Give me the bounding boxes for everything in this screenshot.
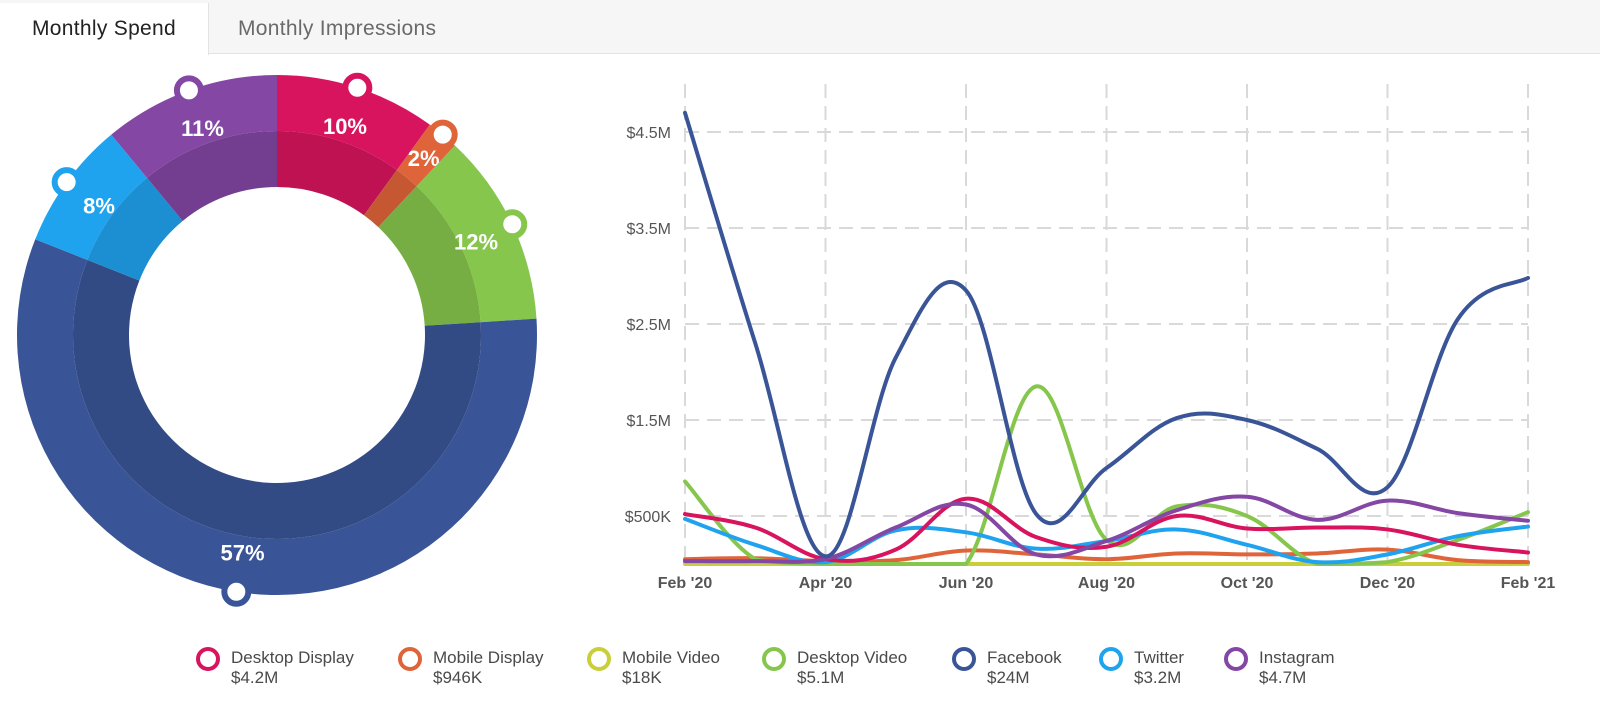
legend-value: $24M [987, 668, 1030, 687]
x-tick-label: Jun '20 [939, 575, 994, 592]
legend-ring-icon [952, 647, 976, 671]
legend-label: Twitter [1134, 648, 1185, 667]
legend-value: $18K [622, 668, 662, 687]
donut-marker-mobile-display[interactable] [427, 119, 458, 150]
legend-label: Instagram [1259, 648, 1335, 667]
tab-bar: Monthly Spend Monthly Impressions [0, 0, 1600, 55]
legend-ring-icon [762, 647, 786, 671]
line-series-facebook[interactable] [683, 110, 1530, 559]
legend-ring-icon [398, 647, 422, 671]
donut-label-mobile-display: 2% [408, 146, 440, 171]
donut-slice-desktop-video[interactable] [378, 145, 537, 326]
donut-label-desktop-video: 12% [454, 229, 498, 254]
donut-slice-facebook[interactable] [16, 239, 537, 596]
donut-marker-twitter[interactable] [51, 167, 82, 198]
donut-label-twitter: 8% [83, 194, 115, 219]
y-tick-label: $500K [625, 509, 672, 526]
donut-marker-desktop-video[interactable] [497, 209, 528, 240]
grid [684, 84, 1529, 564]
donut-marker-instagram[interactable] [173, 75, 204, 106]
legend-value: $3.2M [1134, 668, 1182, 687]
legend-value: $5.1M [797, 668, 845, 687]
donut-slice-twitter[interactable] [35, 134, 183, 281]
y-tick-label: $4.5M [627, 125, 671, 142]
x-tick-label: Apr '20 [799, 575, 853, 592]
legend-ring-icon [587, 647, 611, 671]
donut-slice-instagram[interactable] [111, 75, 277, 221]
legend-ring-icon [1099, 647, 1123, 671]
x-tick-label: Aug '20 [1078, 575, 1135, 592]
y-tick-label: $2.5M [627, 317, 671, 334]
donut-label-instagram: 11% [181, 116, 224, 141]
legend-value: $4.7M [1259, 668, 1307, 687]
donut-label-facebook: 57% [221, 540, 265, 565]
donut-marker-desktop-display[interactable] [342, 72, 373, 103]
legend-label: Desktop Display [231, 648, 354, 667]
line-series-desktop-video[interactable] [683, 384, 1530, 566]
x-tick-label: Oct '20 [1221, 575, 1274, 592]
legend-label: Mobile Display [433, 648, 544, 667]
donut-label-desktop-display: 10% [323, 114, 367, 139]
legend-label: Facebook [987, 648, 1062, 667]
y-tick-label: $3.5M [627, 221, 671, 238]
donut-marker-facebook[interactable] [221, 576, 252, 607]
legend-ring-icon [196, 647, 220, 671]
donut-chart: 10% 2% 12% 57% 8% 11% [16, 72, 537, 607]
legend-value: $946K [433, 668, 483, 687]
x-tick-label: Dec '20 [1360, 575, 1416, 592]
line-chart: $500K $1.5M $2.5M $3.5M $4.5M Feb '20 Apr '20 J… [625, 84, 1556, 592]
line-series-instagram[interactable] [683, 494, 1530, 564]
tab-monthly-impressions[interactable]: Monthly Impressions [238, 17, 437, 40]
legend-value: $4.2M [231, 668, 279, 687]
legend-label: Desktop Video [797, 648, 908, 667]
x-tick-label: Feb '20 [658, 575, 713, 592]
legend-label: Mobile Video [622, 648, 720, 667]
tab-monthly-spend[interactable]: Monthly Spend [0, 3, 209, 55]
legend-ring-icon [1224, 647, 1248, 671]
y-tick-label: $1.5M [627, 413, 671, 430]
x-tick-label: Feb '21 [1501, 575, 1556, 592]
donut-slice-desktop-display[interactable] [277, 75, 430, 216]
